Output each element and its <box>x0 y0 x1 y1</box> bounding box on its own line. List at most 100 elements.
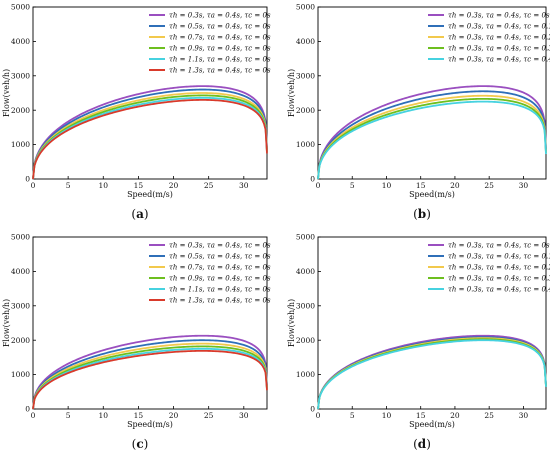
x-tick-label: 30 <box>239 411 249 420</box>
y-axis-label: Flow(veh/h) <box>287 299 296 347</box>
series-line-5 <box>317 339 547 410</box>
x-tick-label: 25 <box>204 411 214 420</box>
y-tick-label: 5000 <box>296 233 315 242</box>
legend-entry: τh = 1.1s, τa = 0.4s, τc = 0s <box>169 286 271 294</box>
legend-entry: τh = 0.3s, τa = 0.4s, τc = 0.4s <box>448 56 550 64</box>
legend-entry: τh = 0.5s, τa = 0.4s, τc = 0s <box>169 23 271 31</box>
y-tick-label: 0 <box>310 405 315 414</box>
series-line-4 <box>32 94 268 180</box>
series-line-5 <box>32 347 268 410</box>
x-axis-label: Speed(m/s) <box>127 420 173 429</box>
series-line-3 <box>32 92 268 180</box>
legend-entry: τh = 1.3s, τa = 0.4s, τc = 0s <box>169 297 271 305</box>
x-tick-label: 15 <box>416 411 426 420</box>
x-tick-label: 10 <box>98 411 108 420</box>
x-tick-label: 25 <box>484 181 494 190</box>
x-tick-label: 10 <box>382 181 392 190</box>
x-tick-label: 0 <box>316 181 321 190</box>
y-tick-label: 2000 <box>296 336 315 345</box>
x-axis-label: Speed(m/s) <box>409 190 455 199</box>
x-tick-label: 15 <box>134 411 144 420</box>
legend-entry: τh = 1.1s, τa = 0.4s, τc = 0s <box>169 56 271 64</box>
panel-label: (c) <box>132 437 149 451</box>
y-tick-label: 1000 <box>296 370 315 379</box>
series-line-3 <box>32 342 268 410</box>
chart-panel-d: 0 1000 2000 3000 4000 5000 0 5 10 15 20 25 30 Speed(m… <box>287 233 550 451</box>
series-line-2 <box>32 88 268 180</box>
legend-entry: τh = 0.3s, τa = 0.4s, τc = 0s <box>169 12 271 20</box>
series-line-6 <box>32 349 268 410</box>
x-tick-label: 5 <box>66 181 71 190</box>
legend-entry: τh = 0.3s, τa = 0.4s, τc = 0.4s <box>448 286 550 294</box>
panel-label: (d) <box>413 437 431 451</box>
x-tick-label: 15 <box>134 181 144 190</box>
x-tick-label: 5 <box>66 411 71 420</box>
chart-panel-c: 0 1000 2000 3000 4000 5000 0 5 10 15 20 25 30 Speed(m… <box>2 233 271 451</box>
series-line-2 <box>317 90 547 180</box>
series-line-1 <box>32 85 268 180</box>
y-tick-label: 3000 <box>11 301 30 310</box>
legend-entry: τh = 0.3s, τa = 0.4s, τc = 0.3s <box>448 275 550 283</box>
y-tick-label: 2000 <box>11 336 30 345</box>
legend-entry: τh = 0.9s, τa = 0.4s, τc = 0s <box>169 275 271 283</box>
series-line-5 <box>317 100 547 180</box>
y-tick-label: 1000 <box>11 140 30 149</box>
legend-entry: τh = 0.7s, τa = 0.4s, τc = 0s <box>169 264 271 272</box>
x-tick-label: 25 <box>204 181 214 190</box>
x-axis-label: Speed(m/s) <box>127 190 173 199</box>
y-tick-label: 3000 <box>296 301 315 310</box>
x-tick-label: 30 <box>519 181 529 190</box>
legend-entry: τh = 0.3s, τa = 0.4s, τc = 0s <box>169 242 271 250</box>
x-tick-label: 10 <box>98 181 108 190</box>
y-tick-label: 2000 <box>11 106 30 115</box>
plot-frame <box>32 236 268 410</box>
y-axis-label: Flow(veh/h) <box>2 299 11 347</box>
x-tick-label: 10 <box>382 411 392 420</box>
legend-entry: τh = 0.3s, τa = 0.4s, τc = 0s <box>448 12 550 20</box>
series-line-1 <box>317 334 547 410</box>
legend-entry: τh = 1.3s, τa = 0.4s, τc = 0s <box>169 67 271 75</box>
y-axis-label: Flow(veh/h) <box>287 69 296 117</box>
plot-frame <box>317 6 547 180</box>
legend-entry: τh = 0.7s, τa = 0.4s, τc = 0s <box>169 34 271 42</box>
legend-entry: τh = 0.3s, τa = 0.4s, τc = 0.2s <box>448 34 550 42</box>
panel-label: (b) <box>413 207 431 221</box>
legend-entry: τh = 0.3s, τa = 0.4s, τc = 0.3s <box>448 45 550 53</box>
plot-frame <box>317 236 547 410</box>
chart-panel-b: 0 1000 2000 3000 4000 5000 0 5 10 15 20 25 30 Speed(m… <box>287 3 550 221</box>
x-tick-label: 0 <box>31 181 36 190</box>
series-line-6 <box>32 98 268 180</box>
y-tick-label: 4000 <box>11 267 30 276</box>
y-tick-label: 5000 <box>296 3 315 12</box>
x-axis-label: Speed(m/s) <box>409 420 455 429</box>
y-tick-label: 5000 <box>11 3 30 12</box>
x-tick-label: 30 <box>239 181 249 190</box>
y-tick-label: 3000 <box>11 71 30 80</box>
y-tick-label: 3000 <box>296 71 315 80</box>
y-tick-label: 1000 <box>296 140 315 149</box>
y-tick-label: 0 <box>310 175 315 184</box>
y-tick-label: 4000 <box>296 267 315 276</box>
y-tick-label: 1000 <box>11 370 30 379</box>
legend-entry: τh = 0.3s, τa = 0.4s, τc = 0.1s <box>448 23 550 31</box>
x-tick-label: 25 <box>484 411 494 420</box>
series-line-3 <box>317 337 547 410</box>
series-line-2 <box>32 339 268 410</box>
y-tick-label: 2000 <box>296 106 315 115</box>
x-tick-label: 15 <box>416 181 426 190</box>
legend-entry: τh = 0.9s, τa = 0.4s, τc = 0s <box>169 45 271 53</box>
x-tick-label: 0 <box>316 411 321 420</box>
series-line-4 <box>317 97 547 180</box>
y-axis-label: Flow(veh/h) <box>2 69 11 117</box>
legend-entry: τh = 0.3s, τa = 0.4s, τc = 0.1s <box>448 253 550 261</box>
series-line-1 <box>317 85 547 180</box>
x-tick-label: 20 <box>450 411 460 420</box>
y-tick-label: 4000 <box>11 37 30 46</box>
plot-frame <box>32 6 268 180</box>
x-tick-label: 30 <box>519 411 529 420</box>
series-line-2 <box>317 336 547 410</box>
chart-panel-a: 0 1000 2000 3000 4000 5000 0 5 10 15 20 25 30 Speed(m… <box>2 3 271 221</box>
legend-entry: τh = 0.3s, τa = 0.4s, τc = 0s <box>448 242 550 250</box>
series-line-5 <box>32 96 268 180</box>
